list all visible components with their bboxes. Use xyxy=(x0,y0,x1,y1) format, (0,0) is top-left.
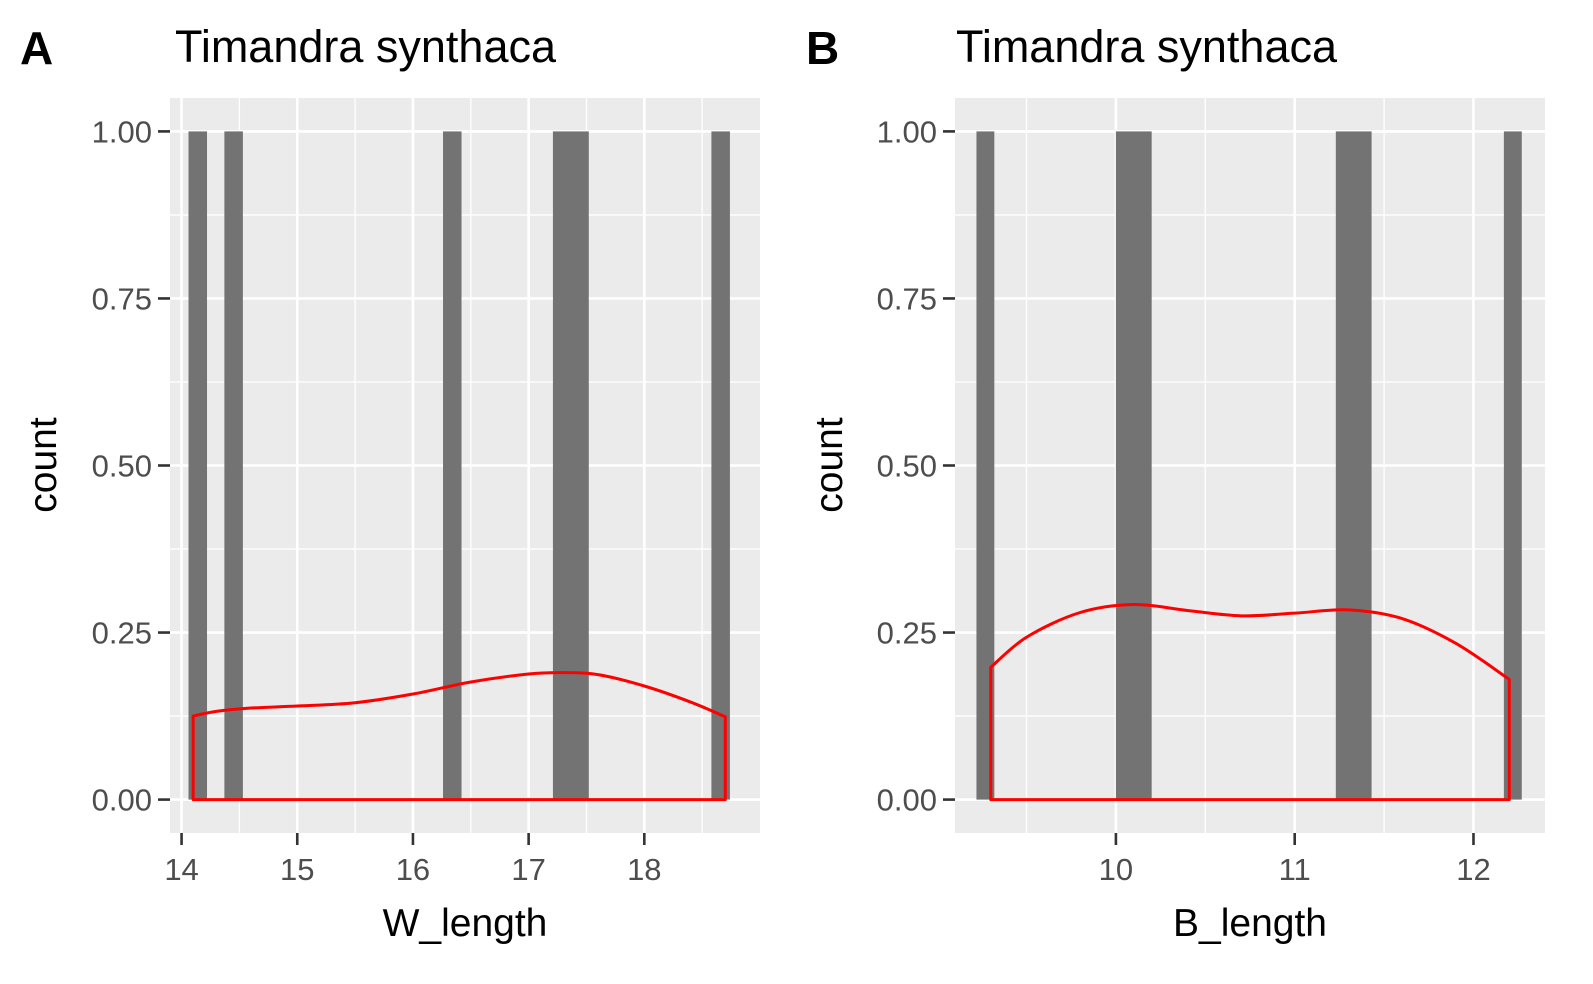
y-tick-label: 0.75 xyxy=(877,281,937,316)
x-tick-label: 15 xyxy=(280,852,314,887)
x-axis-title-a: W_length xyxy=(383,902,548,945)
histogram-bar xyxy=(1503,131,1522,800)
histogram-bar xyxy=(976,131,995,800)
x-axis-title-b: B_length xyxy=(1173,902,1327,945)
x-tick-label: 12 xyxy=(1456,852,1490,887)
histogram-bar xyxy=(188,131,208,800)
density-b xyxy=(989,602,1511,802)
histogram-bar xyxy=(1115,131,1152,800)
y-tick-label: 0.00 xyxy=(92,783,152,818)
chart-title-a: Timandra synthaca xyxy=(175,21,557,72)
x-tick-label: 18 xyxy=(627,852,661,887)
panel-b: B Timandra synthaca 0.00 0.25 0.50 0.75 1.00… xyxy=(806,21,1545,945)
bars-a xyxy=(188,131,730,800)
histogram-bar xyxy=(711,131,730,800)
y-tick-label: 0.00 xyxy=(877,783,937,818)
y-tick-label: 0.50 xyxy=(92,449,152,484)
x-tick-label: 14 xyxy=(164,852,198,887)
histogram-bar xyxy=(1335,131,1372,800)
density-curve xyxy=(191,671,727,802)
x-tick-label: 16 xyxy=(396,852,430,887)
y-tick-label: 0.50 xyxy=(877,449,937,484)
y-tick-label: 0.25 xyxy=(877,616,937,651)
axes-a: 0.00 0.25 0.50 0.75 1.00 14 15 16 17 18 xyxy=(92,114,662,887)
density-a xyxy=(191,671,727,802)
histogram-bar xyxy=(443,131,462,800)
y-tick-label: 0.75 xyxy=(92,281,152,316)
axes-b: 0.00 0.25 0.50 0.75 1.00 10 11 12 xyxy=(877,114,1491,887)
x-tick-label: 17 xyxy=(511,852,545,887)
chart-title-b: Timandra synthaca xyxy=(956,21,1338,72)
panel-label-b: B xyxy=(806,22,839,74)
y-axis-title-b: count xyxy=(808,417,851,513)
density-curve xyxy=(989,602,1511,802)
x-tick-label: 11 xyxy=(1279,852,1311,887)
histogram-bar xyxy=(224,131,243,800)
panel-label-a: A xyxy=(20,22,53,74)
x-tick-label: 10 xyxy=(1099,852,1133,887)
histogram-bar xyxy=(552,131,589,800)
panel-a: A Timandra synthaca 0.00 0.25 0.50 0.75 1.00… xyxy=(20,21,760,945)
bars-b xyxy=(976,131,1522,800)
y-tick-label: 1.00 xyxy=(877,114,937,149)
y-tick-label: 1.00 xyxy=(92,114,152,149)
y-tick-label: 0.25 xyxy=(92,616,152,651)
y-axis-title-a: count xyxy=(22,417,65,513)
